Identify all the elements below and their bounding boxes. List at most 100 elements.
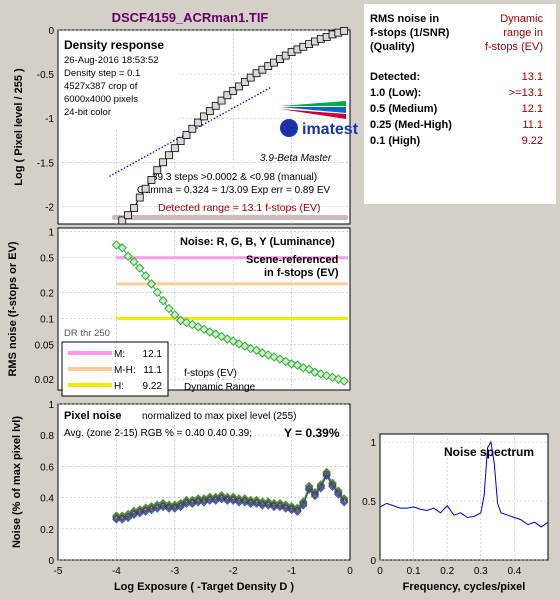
pixel-marker [334, 490, 343, 499]
dotted-reference-point [115, 172, 117, 174]
dotted-reference-point [158, 148, 161, 150]
dotted-reference-point [248, 98, 250, 100]
pixel-marker [240, 496, 250, 505]
pixel-marker [164, 502, 174, 512]
x-tick-label: 0.2 [440, 566, 454, 577]
dotted-reference-point [210, 119, 213, 121]
pixel-marker [205, 494, 215, 504]
pixel-marker [287, 504, 296, 513]
dr-threshold: DR thr 250 [64, 328, 110, 339]
dotted-reference-point [161, 146, 163, 148]
detected-range-label: Detected range = 13.1 f-stops (EV) [158, 202, 321, 214]
noise-box-title: Noise: R, G, B, Y (Luminance) [180, 236, 335, 248]
dotted-reference-point [262, 90, 265, 92]
legend-key: M-H: [114, 365, 136, 376]
pixel-marker [293, 505, 302, 515]
summary-box [364, 4, 556, 204]
info-line: 6000x4000 pixels [64, 94, 138, 105]
pixel-marker [269, 501, 279, 510]
legend-value: 9.22 [143, 381, 163, 392]
noise-marker [152, 287, 162, 298]
pixel-marker [193, 496, 203, 505]
pixel-marker [328, 480, 337, 490]
summary-row-value: 9.22 [522, 135, 543, 147]
noise-marker [140, 271, 151, 281]
dotted-reference-point [129, 164, 132, 166]
summary-row-value: >=13.1 [509, 87, 543, 99]
pixel-marker [316, 482, 326, 491]
dotted-reference-point [260, 92, 262, 94]
info-line: Density step = 0.1 [64, 68, 140, 79]
noise-series [111, 240, 349, 386]
pixel-marker [264, 499, 273, 509]
dotted-reference-point [245, 100, 248, 102]
dotted-reference-point [196, 127, 198, 129]
dotted-reference-point [155, 149, 158, 152]
density-marker [147, 176, 156, 184]
density-marker [159, 158, 168, 167]
y-tick-label: 0 [48, 556, 54, 567]
pixel-marker [293, 507, 302, 516]
y-tick-label: 0.02 [35, 375, 55, 386]
noise-marker [117, 243, 127, 253]
noise-marker [339, 376, 349, 386]
page-title: DSCF4159_ACRman1.TIF [112, 10, 269, 25]
summary-row-label: 1.0 (Low): [370, 87, 421, 99]
density-yticks: 0 -0.5 -1 -1.5 -2 [37, 26, 55, 213]
legend-key: M: [114, 349, 125, 360]
pixel-marker [246, 498, 255, 507]
dotted-reference-point [265, 88, 268, 91]
density-info-box [61, 34, 179, 130]
summary-row-label: 0.25 (Med-High) [370, 119, 452, 131]
y-tick-label: 0.6 [40, 462, 54, 473]
density-marker [141, 184, 150, 193]
scene-label-2: in f-stops (EV) [264, 267, 339, 279]
summary-heading-left: f-stops (1/SNR) [370, 27, 450, 39]
legend-value: 11.1 [143, 365, 162, 376]
dotted-reference-point [233, 106, 236, 108]
dotted-reference-point [173, 140, 175, 142]
summary-heading-right: f-stops (EV) [485, 41, 543, 53]
pixel-marker [310, 490, 320, 499]
pixel-marker [258, 499, 267, 509]
pixel-marker [123, 512, 133, 521]
y-tick-label: -1 [45, 114, 54, 125]
dotted-reference-point [149, 152, 152, 155]
dotted-reference-point [257, 93, 259, 96]
dotted-reference-point [117, 170, 120, 172]
dotted-reference-point [170, 141, 172, 144]
summary-row-label: Detected: [370, 71, 420, 83]
noise-marker [146, 279, 157, 289]
info-line: 24-bit color [64, 107, 111, 118]
summary-row-label: 0.1 (High) [370, 135, 420, 147]
dotted-reference-point [146, 154, 149, 156]
dotted-reference-point [167, 143, 169, 145]
dotted-reference-point [132, 162, 134, 164]
noise-marker [158, 296, 168, 306]
noise-marker [170, 310, 180, 320]
legend-note-2: Dynamic Range [184, 382, 256, 393]
y-tick-label: 1 [48, 228, 54, 239]
spectrum-grid [380, 434, 548, 561]
x-tick-label: 0.3 [474, 566, 488, 577]
pixel-xticks: -5 -4 -3 -2 -1 0 [54, 566, 354, 577]
pixel-marker [299, 501, 308, 510]
pixel-marker [234, 496, 244, 505]
pixel-series [112, 467, 349, 524]
pixel-yticks: 0 0.2 0.4 0.6 0.8 1 [40, 400, 54, 567]
x-tick-label: 0.4 [507, 566, 521, 577]
dotted-reference-point [164, 144, 166, 147]
density-marker [229, 86, 238, 95]
dotted-reference-point [204, 122, 207, 124]
x-tick-label: 0.1 [407, 566, 421, 577]
y-tick-label: 0.4 [40, 494, 54, 505]
dotted-reference-point [228, 109, 230, 112]
noise-ylabel: RMS noise (f-stops or EV) [7, 241, 19, 376]
pixel-marker [252, 498, 261, 507]
density-marker [118, 216, 127, 225]
x-tick-label: -1 [287, 566, 296, 577]
dotted-reference-point [109, 175, 111, 177]
x-tick-label: -4 [112, 566, 121, 577]
density-marker [240, 78, 249, 86]
pixel-chart: 0 0.2 0.4 0.6 0.8 1 -5 -4 -3 -2 -1 0 Noise (% of m… [11, 400, 353, 593]
